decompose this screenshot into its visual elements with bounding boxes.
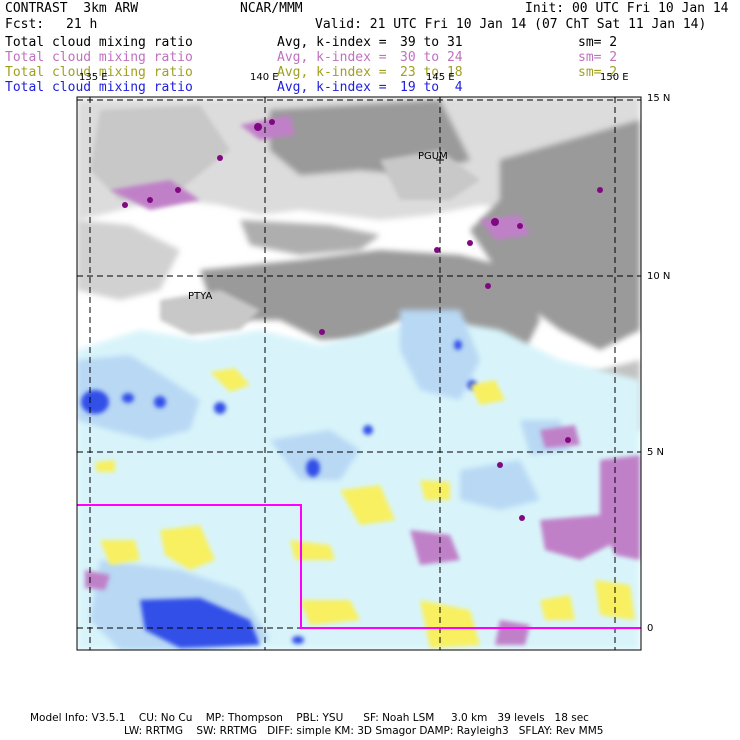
lat-label-0: 0 xyxy=(647,623,654,634)
field-stat: Avg, k-index = xyxy=(277,65,387,80)
init-time: Init: 00 UTC Fri 10 Jan 14 xyxy=(525,1,729,16)
light-gray-cloud-field xyxy=(90,105,480,335)
field-range: 39 to 31 xyxy=(400,35,463,50)
lon-label-135e: 135 E xyxy=(79,72,108,83)
lat-lon-grid xyxy=(77,97,641,650)
field-range: 30 to 24 xyxy=(400,50,463,65)
field-name: Total cloud mixing ratio xyxy=(5,35,193,50)
lon-label-140e: 140 E xyxy=(250,72,279,83)
field-stat: Avg, k-index = xyxy=(277,50,387,65)
model-info-line2: LW: RRTMG SW: RRTMG DIFF: simple KM: 3D … xyxy=(124,725,604,737)
dark-purple-cloud-cores xyxy=(122,119,603,521)
lat-label-5n: 5 N xyxy=(647,447,665,458)
field-stat: Avg, k-index = xyxy=(277,35,387,50)
blue-cloud-cores xyxy=(81,340,477,648)
map-frame xyxy=(76,96,642,651)
model-title: CONTRAST 3km ARW xyxy=(5,1,139,16)
station-label-ptya: PTYA xyxy=(188,291,213,302)
forecast-hours: 21 h xyxy=(66,17,98,32)
field-sm: sm= 2 xyxy=(578,50,618,65)
station-markers xyxy=(436,156,444,164)
model-info-line1: Model Info: V3.5.1 CU: No Cu MP: Thompso… xyxy=(30,712,589,724)
field-stat: Avg, k-index = xyxy=(277,80,387,95)
field-name: Total cloud mixing ratio xyxy=(5,80,193,95)
field-sm: sm= 2 xyxy=(578,65,618,80)
lon-label-150e: 150 E xyxy=(600,72,629,83)
domain-boundary-box xyxy=(77,504,641,629)
lat-label-10n: 10 N xyxy=(647,271,671,282)
field-sm: sm= 2 xyxy=(578,35,618,50)
lon-label-145e: 145 E xyxy=(426,72,455,83)
field-name: Total cloud mixing ratio xyxy=(5,50,193,65)
forecast-label: Fcst: xyxy=(5,17,45,32)
station-label-pgum: PGUM xyxy=(418,151,448,162)
cloud-fields xyxy=(77,97,640,650)
field-name: Total cloud mixing ratio xyxy=(5,65,193,80)
lat-label-15n: 15 N xyxy=(647,93,671,104)
valid-time: Valid: 21 UTC Fri 10 Jan 14 (07 ChT Sat … xyxy=(315,17,707,32)
field-range: 23 to 18 xyxy=(400,65,463,80)
center-label: NCAR/MMM xyxy=(240,1,303,16)
yellow-cloud-field xyxy=(95,368,635,648)
field-range: 19 to 4 xyxy=(400,80,463,95)
